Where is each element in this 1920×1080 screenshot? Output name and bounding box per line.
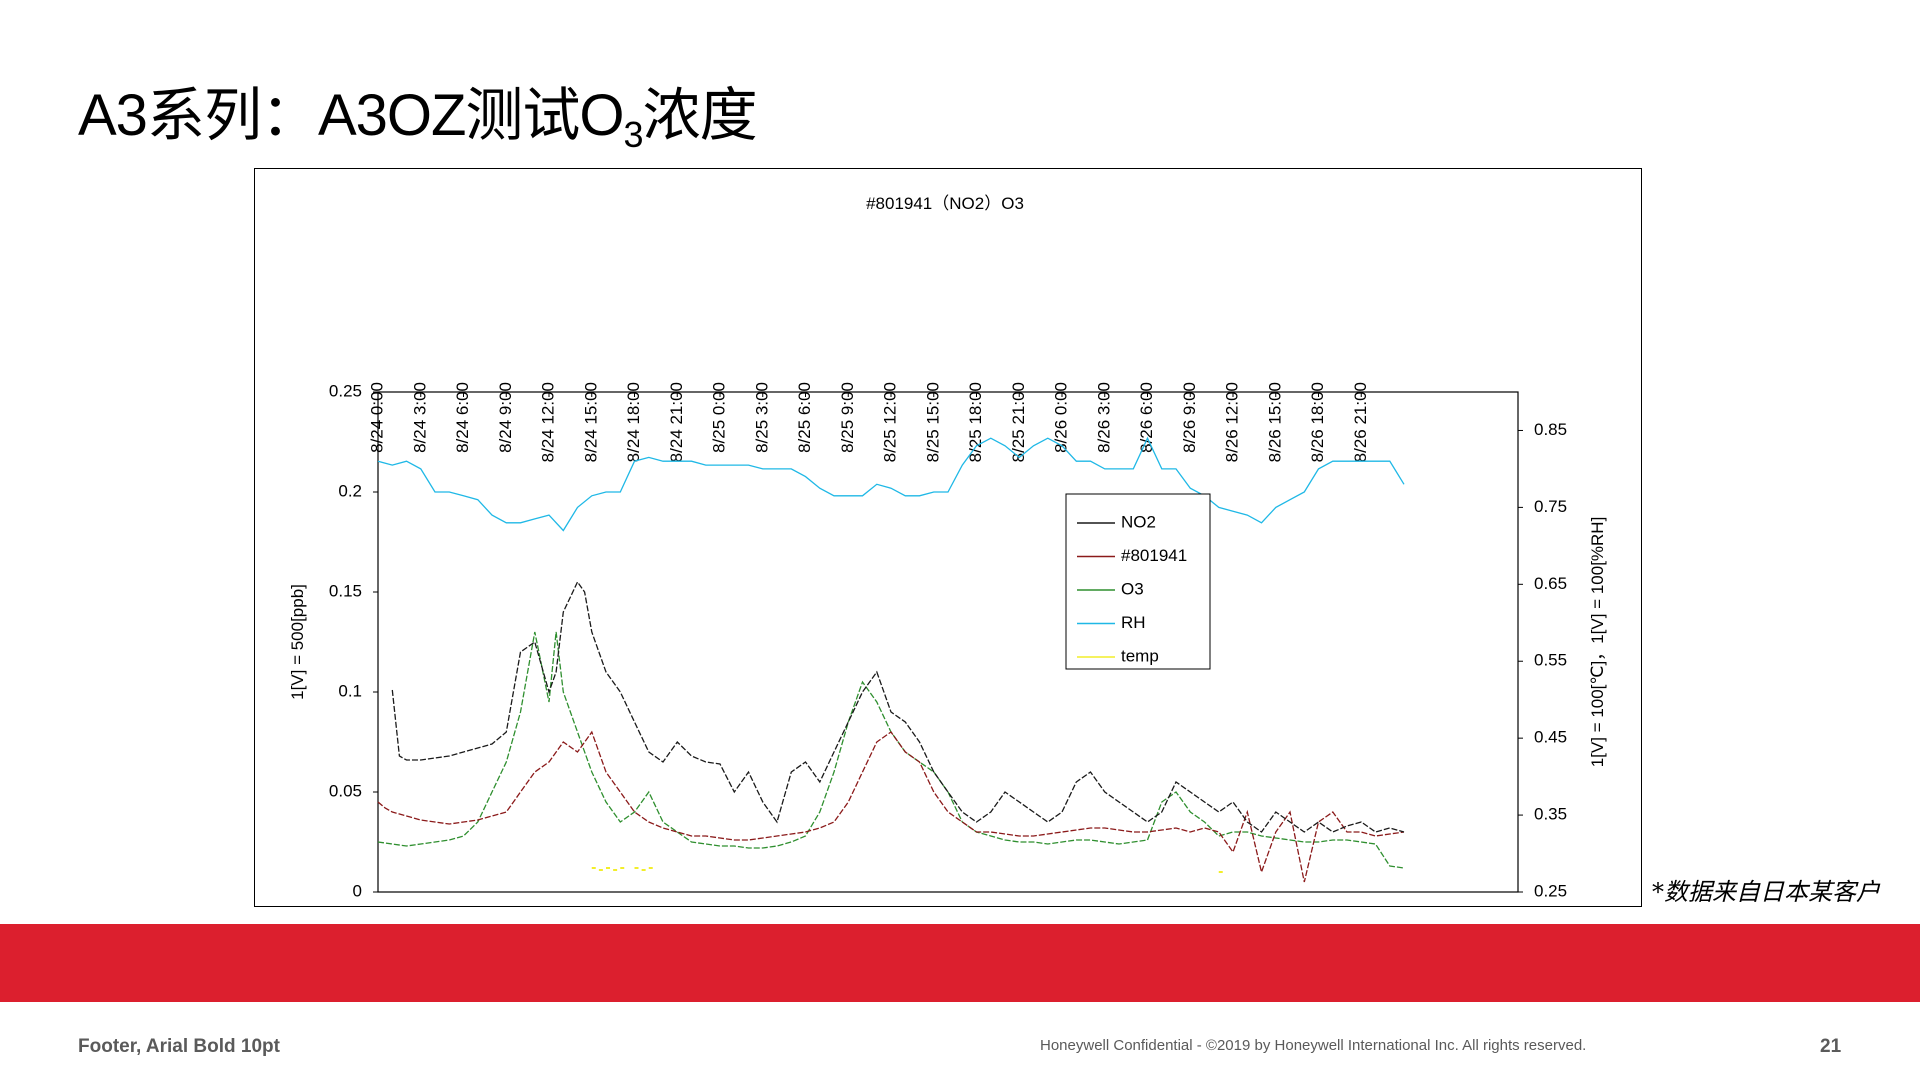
footer-left-text: Footer, Arial Bold 10pt xyxy=(78,1036,280,1057)
x-tick-label: 8/24 6:00 xyxy=(453,382,472,453)
x-tick-label: 8/24 21:00 xyxy=(667,382,686,462)
x-tick-label: 8/24 12:00 xyxy=(538,382,557,462)
legend-label: #801941 xyxy=(1121,546,1187,565)
y-left-tick-label: 0.2 xyxy=(338,481,362,500)
data-source-note: *数据来自日本某客户 xyxy=(1652,878,1880,906)
y-axis-left: 0 0.05 0.1 0.15 0.2 0.25 xyxy=(329,381,378,900)
x-tick-label: 8/25 0:00 xyxy=(709,382,728,453)
x-tick-label: 8/26 0:00 xyxy=(1051,382,1070,453)
x-tick-label: 8/24 9:00 xyxy=(496,382,515,453)
x-tick-label: 8/25 18:00 xyxy=(966,382,985,462)
legend: NO2 #801941 O3 RH temp xyxy=(1065,493,1211,670)
x-tick-label: 8/26 18:00 xyxy=(1308,382,1327,462)
series-group xyxy=(377,436,1405,883)
slide-title-main: A3系列：A3OZ测试O xyxy=(78,83,625,148)
x-tick-label: 8/24 15:00 xyxy=(581,382,600,462)
chart-frame: #801941（NO2）O3 8/24 0:00 8/24 3:00 8/24 6:… xyxy=(254,168,1642,907)
y-right-tick-label: 0.45 xyxy=(1534,728,1567,747)
slide-title-end: 浓度 xyxy=(642,83,758,148)
x-tick-label: 8/25 12:00 xyxy=(880,382,899,462)
y-left-tick-label: 0 xyxy=(353,881,362,900)
y-axis-right-label: 1[V] = 100[℃]，1[V] = 100[%RH] xyxy=(1588,517,1607,768)
series-line-RH xyxy=(377,436,1405,532)
y-right-tick-label: 0.85 xyxy=(1534,420,1567,439)
y-left-tick-label: 0.1 xyxy=(338,681,362,700)
x-tick-label: 8/25 6:00 xyxy=(795,382,814,453)
y-left-tick-label: 0.25 xyxy=(329,381,362,400)
legend-label: NO2 xyxy=(1121,512,1156,531)
footer-band xyxy=(0,924,1920,1002)
x-tick-label: 8/25 9:00 xyxy=(838,382,857,453)
y-right-tick-label: 0.65 xyxy=(1534,574,1567,593)
y-right-tick-label: 0.55 xyxy=(1534,651,1567,670)
x-tick-label: 8/26 12:00 xyxy=(1222,382,1241,462)
y-right-tick-label: 0.75 xyxy=(1534,497,1567,516)
legend-label: temp xyxy=(1121,646,1159,665)
y-right-tick-label: 0.25 xyxy=(1534,881,1567,900)
x-tick-label: 8/26 6:00 xyxy=(1137,382,1156,453)
x-axis-ticks: 8/24 0:00 8/24 3:00 8/24 6:00 8/24 9:00 8/24… xyxy=(367,382,1369,462)
y-left-tick-label: 0.15 xyxy=(329,581,362,600)
series-line-id801941 xyxy=(377,730,1405,883)
series-line-O3 xyxy=(377,631,1405,869)
y-axis-left-label: 1[V] = 500[ppb] xyxy=(288,584,307,700)
x-tick-label: 8/26 3:00 xyxy=(1094,382,1113,453)
x-tick-label: 8/25 15:00 xyxy=(923,382,942,462)
series-line-NO2 xyxy=(391,580,1405,833)
y-left-tick-label: 0.05 xyxy=(329,781,362,800)
x-tick-label: 8/26 21:00 xyxy=(1351,382,1370,462)
x-tick-label: 8/24 0:00 xyxy=(367,382,386,453)
x-tick-label: 8/26 9:00 xyxy=(1180,382,1199,453)
x-tick-label: 8/24 18:00 xyxy=(624,382,643,462)
x-tick-label: 8/24 3:00 xyxy=(410,382,429,453)
slide-title-subscript: 3 xyxy=(623,114,644,155)
legend-label: O3 xyxy=(1121,579,1144,598)
page-number: 21 xyxy=(1820,1036,1842,1057)
x-tick-label: 8/26 15:00 xyxy=(1265,382,1284,462)
x-tick-label: 8/25 21:00 xyxy=(1009,382,1028,462)
y-axis-right: 0.25 0.35 0.45 0.55 0.65 0.75 0.85 xyxy=(1518,420,1567,900)
y-right-tick-label: 0.35 xyxy=(1534,805,1567,824)
footer-copyright: Honeywell Confidential - ©2019 by Honeyw… xyxy=(1040,1037,1587,1054)
chart: #801941（NO2）O3 8/24 0:00 8/24 3:00 8/24 6:… xyxy=(288,194,1607,900)
x-tick-label: 8/25 3:00 xyxy=(752,382,771,453)
plot-area xyxy=(377,391,1519,893)
slide-title: A3系列：A3OZ测试O3浓度 xyxy=(78,68,758,156)
legend-label: RH xyxy=(1121,613,1146,632)
chart-title: #801941（NO2）O3 xyxy=(866,194,1024,213)
